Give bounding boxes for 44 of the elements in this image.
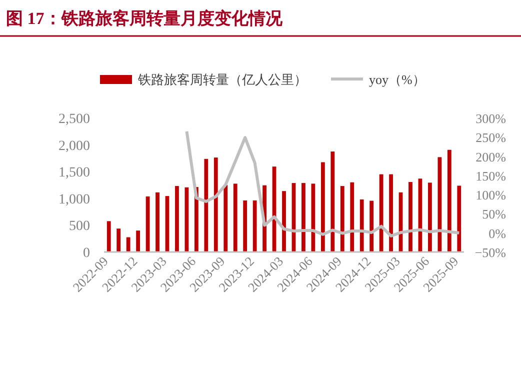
bar	[350, 182, 354, 252]
y-tick-label: 1,500	[58, 166, 90, 181]
y-tick-label: 500	[69, 219, 90, 234]
bar	[126, 237, 130, 252]
y2-tick-label: −50%	[474, 245, 506, 260]
y-tick-label: 2,500	[58, 112, 90, 127]
bar	[243, 200, 248, 252]
bar	[116, 228, 121, 252]
y-tick-label: 0	[83, 246, 90, 261]
bar	[156, 192, 160, 252]
bar	[457, 186, 462, 252]
bar	[428, 182, 432, 252]
bar	[408, 182, 412, 252]
bar	[106, 221, 111, 252]
bar	[370, 200, 374, 252]
bar	[252, 200, 257, 252]
y2-tick-label: 300%	[476, 111, 506, 126]
bar	[447, 150, 452, 252]
bar	[360, 199, 364, 252]
y2-tick-label: 250%	[476, 130, 506, 146]
bar	[175, 186, 179, 252]
y-tick-label: 2,000	[58, 138, 90, 154]
y-tick-label: 1,000	[58, 192, 90, 208]
legend-label: yoy（%）	[369, 72, 426, 87]
bar	[438, 157, 442, 252]
bar	[136, 230, 140, 252]
y2-tick-label: 150%	[476, 168, 506, 184]
y2-tick-label: 200%	[476, 149, 506, 164]
bar	[282, 191, 286, 252]
y2-tick-label: 0%	[488, 226, 506, 241]
bar	[204, 158, 208, 252]
bar	[302, 183, 306, 252]
bar	[311, 184, 316, 252]
bar	[214, 158, 218, 252]
bar	[320, 162, 325, 252]
bar	[389, 174, 393, 252]
y2-tick-label: 50%	[482, 206, 506, 222]
bar	[233, 184, 238, 252]
legend-label: 铁路旅客周转量（亿人公里）	[137, 72, 307, 87]
bar	[330, 152, 335, 252]
bar	[224, 185, 228, 252]
chart-title: 图 17：铁路旅客周转量月度变化情况	[6, 9, 284, 28]
y2-tick-label: 100%	[476, 188, 506, 203]
bar	[340, 186, 344, 252]
